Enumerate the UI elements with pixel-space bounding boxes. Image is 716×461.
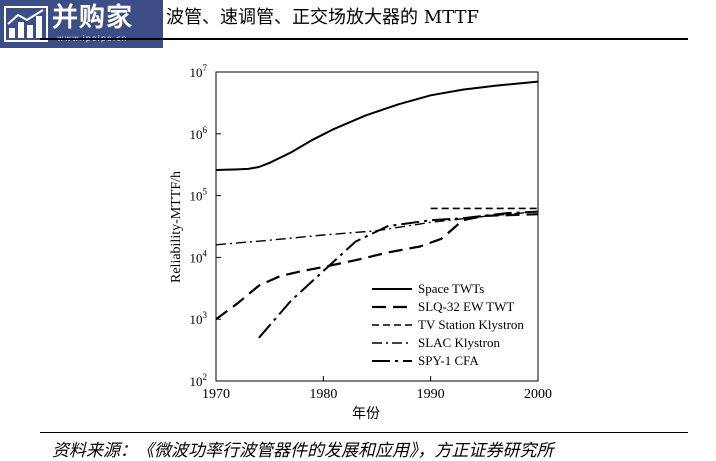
legend-label: SLAC Klystron [418, 335, 500, 350]
y-tick-label: 106 [190, 125, 208, 142]
x-tick-label: 1980 [309, 387, 337, 402]
legend-label: Space TWTs [418, 281, 484, 296]
y-tick-label: 105 [190, 187, 208, 204]
page-title: 波管、速调管、正交场放大器的 MTTF [166, 7, 479, 28]
footer-divider [40, 432, 688, 433]
x-tick-label: 1990 [417, 387, 445, 402]
series-line-spy-1-cfa [258, 210, 539, 339]
series-line-space-twts [215, 80, 539, 171]
y-tick-label: 107 [190, 63, 208, 80]
bar-chart-logo-icon [4, 6, 48, 42]
legend: Space TWTs SLQ-32 EW TWT TV Station Klystr… [372, 281, 524, 368]
y-axis-label: Reliability-MTTF/h [169, 171, 184, 283]
series-line-slq-32-ew-twt [215, 213, 539, 321]
logo-text: 并购家 [52, 3, 134, 33]
series-lines [215, 80, 539, 339]
legend-label: SLQ-32 EW TWT [418, 299, 514, 314]
y-axis-ticks: 102 103 104 105 106 107 [190, 63, 221, 389]
x-tick-label: 1970 [202, 387, 230, 402]
x-axis-ticks: 1970 1980 1990 2000 [202, 376, 552, 402]
header-divider [40, 38, 688, 40]
x-axis-label: 年份 [352, 406, 380, 422]
plot-frame [215, 71, 539, 382]
y-tick-label: 104 [190, 248, 208, 265]
series-line-slac-klystron [215, 210, 539, 246]
y-tick-label: 102 [190, 372, 208, 389]
source-note: 资料来源：《微波功率行波管器件的发展和应用》，方正证券研究所 [52, 441, 554, 461]
x-tick-label: 2000 [524, 387, 552, 402]
legend-label: SPY-1 CFA [418, 353, 479, 368]
y-tick-label: 103 [190, 310, 208, 327]
legend-label: TV Station Klystron [418, 317, 524, 332]
